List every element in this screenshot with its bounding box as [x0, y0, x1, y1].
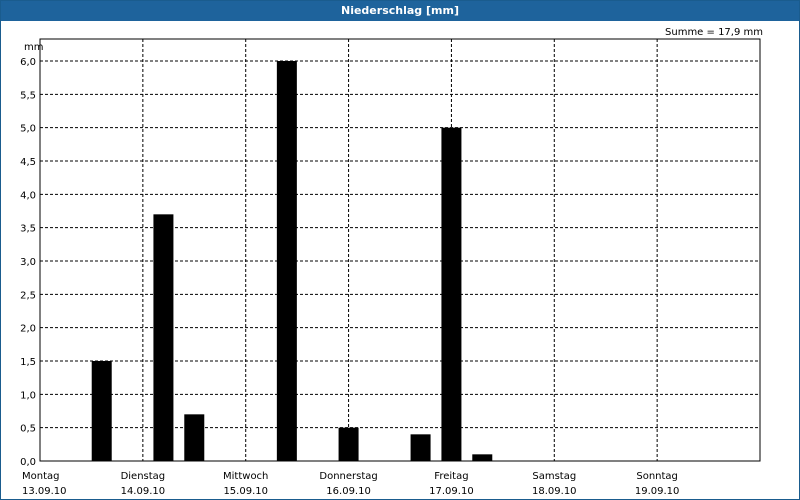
y-tick-label: 1,0 — [20, 390, 36, 401]
y-tick-label: 2,0 — [20, 324, 36, 335]
x-tick-date: 17.09.10 — [429, 486, 474, 497]
y-tick-label: 0,5 — [20, 424, 36, 435]
precipitation-bar — [276, 61, 297, 461]
x-tick-day: Donnerstag — [319, 471, 377, 482]
y-tick-label: 5,0 — [20, 124, 36, 135]
precipitation-bar — [441, 127, 462, 462]
sum-label: Summe = 17,9 mm — [665, 27, 763, 38]
y-tick-label: 3,5 — [20, 224, 36, 235]
x-tick-date: 16.09.10 — [326, 486, 371, 497]
x-tick-date: 19.09.10 — [635, 486, 680, 497]
y-axis-unit: mm — [24, 42, 43, 53]
precipitation-bar — [338, 427, 359, 461]
y-tick-label: 6,0 — [20, 57, 36, 68]
x-axis: Montag 13.09.10 Dienstag 14.09.10 Mittwoch 15… — [22, 471, 679, 497]
chart-title: Niederschlag [mm] — [1, 1, 799, 21]
precipitation-bar — [184, 414, 205, 461]
bars — [91, 61, 493, 462]
precipitation-bar — [410, 434, 431, 461]
y-tick-label: 0,0 — [20, 457, 36, 468]
x-tick-date: 18.09.10 — [532, 486, 577, 497]
x-tick-date: 15.09.10 — [223, 486, 268, 497]
y-tick-label: 3,0 — [20, 257, 36, 268]
y-tick-label: 2,5 — [20, 290, 36, 301]
x-tick-day: Montag — [22, 471, 59, 482]
x-tick-day: Mittwoch — [223, 471, 268, 482]
x-tick-day: Freitag — [434, 471, 468, 482]
x-tick-day: Samstag — [532, 471, 576, 482]
x-tick-date: 14.09.10 — [121, 486, 166, 497]
y-axis: 0,0 0,5 1,0 1,5 2,0 2,5 3,0 3,5 4,0 4,5 5,0 5,5 6,0 — [20, 57, 36, 468]
y-tick-label: 5,5 — [20, 90, 36, 101]
y-tick-label: 1,5 — [20, 357, 36, 368]
plot-area — [39, 38, 761, 462]
y-tick-label: 4,5 — [20, 157, 36, 168]
precipitation-bar — [472, 454, 493, 461]
x-tick-day: Dienstag — [121, 471, 166, 482]
precipitation-bar — [91, 361, 112, 461]
x-tick-day: Sonntag — [636, 471, 678, 482]
y-tick-label: 4,0 — [20, 190, 36, 201]
precipitation-bar — [153, 214, 174, 461]
x-tick-date: 13.09.10 — [22, 486, 67, 497]
